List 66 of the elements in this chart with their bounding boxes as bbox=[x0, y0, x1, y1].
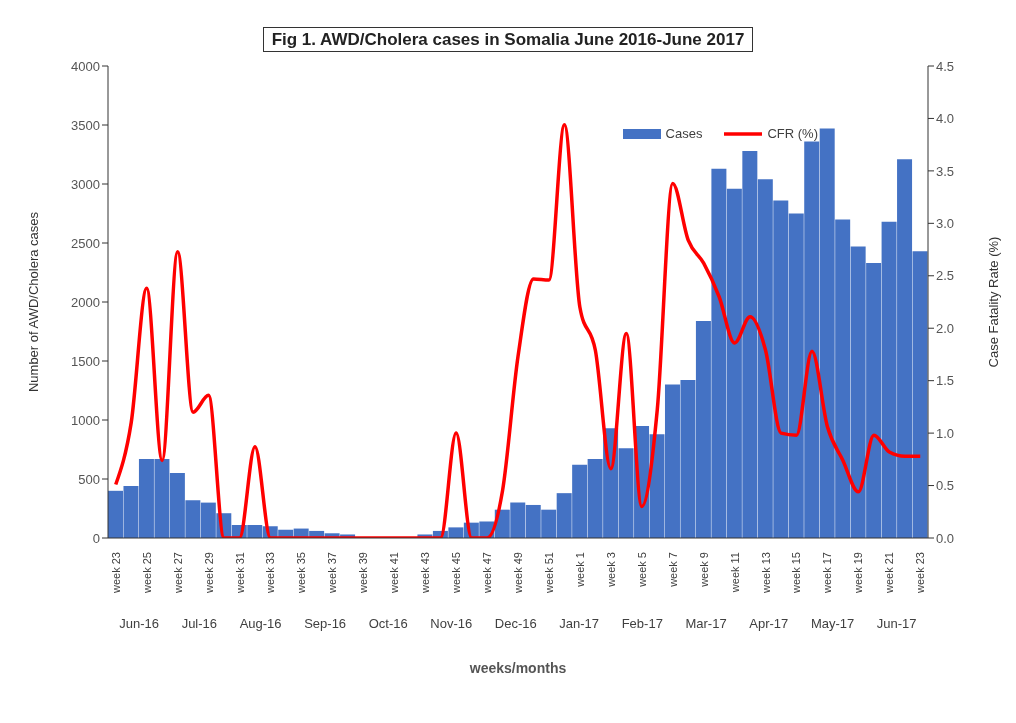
x-tick-label: week 15 bbox=[790, 552, 803, 594]
x-tick-label: week 39 bbox=[357, 552, 370, 594]
line-series bbox=[113, 122, 923, 538]
legend-label: Cases bbox=[665, 126, 703, 141]
legend-label: CFR (%) bbox=[767, 126, 818, 141]
x-tick-label: week 31 bbox=[233, 552, 246, 594]
x-tick-label: week 7 bbox=[666, 552, 679, 588]
x-tick-label: week 9 bbox=[697, 552, 710, 588]
x-tick-label: week 51 bbox=[542, 552, 555, 594]
y2-tick-label: 0.5 bbox=[936, 478, 955, 494]
y2-tick-label: 3.5 bbox=[936, 163, 955, 179]
y-tick-label: 2000 bbox=[71, 294, 100, 310]
y2-tick-label: 1.5 bbox=[936, 373, 955, 389]
text: Jun-17 bbox=[876, 616, 917, 631]
text: Jul-16 bbox=[181, 616, 218, 631]
x-tick-label: week 11 bbox=[728, 552, 741, 594]
x-tick-label: week 43 bbox=[419, 552, 432, 594]
y-axis-title: Number of AWD/Cholera cases bbox=[25, 211, 41, 393]
y-tick-label: 1500 bbox=[71, 353, 100, 369]
x-tick-label: week 13 bbox=[759, 552, 772, 594]
x-tick-label: week 45 bbox=[450, 552, 463, 594]
x-tick-label: week 41 bbox=[388, 552, 401, 594]
y2-tick-label: 4.0 bbox=[936, 111, 955, 127]
text: Jun-16 bbox=[119, 616, 160, 631]
x-tick-label: week 35 bbox=[295, 552, 308, 594]
y-tick-label: 2500 bbox=[71, 235, 100, 251]
x-tick-label: week 37 bbox=[326, 552, 339, 594]
x-tick-label: week 21 bbox=[883, 552, 896, 594]
text: Feb-17 bbox=[621, 616, 663, 631]
y-tick-label: 3500 bbox=[71, 117, 100, 133]
text: Jan-17 bbox=[559, 616, 600, 631]
y2-tick-label: 1.0 bbox=[936, 425, 955, 441]
text: Apr-17 bbox=[749, 616, 789, 631]
y2-tick-label: 2.5 bbox=[936, 268, 955, 284]
text: Dec-16 bbox=[494, 616, 537, 631]
y2-tick-label: 3.0 bbox=[936, 215, 955, 231]
x-tick-label: week 27 bbox=[171, 552, 184, 594]
x-tick-label: week 25 bbox=[140, 552, 153, 594]
x-axis-title: weeks/months bbox=[468, 660, 567, 676]
chart-title: Fig 1. AWD/Cholera cases in Somalia June 2016-June 2017 bbox=[262, 27, 754, 52]
y2-tick-label: 0.0 bbox=[936, 530, 955, 546]
y-tick-label: 0 bbox=[92, 530, 100, 546]
x-tick-label: week 33 bbox=[264, 552, 277, 594]
text: Nov-16 bbox=[430, 616, 473, 631]
text: Aug-16 bbox=[239, 616, 282, 631]
x-tick-label: week 1 bbox=[573, 552, 586, 588]
y-tick-label: 1000 bbox=[71, 412, 100, 428]
x-tick-label: week 19 bbox=[852, 552, 865, 594]
x-tick-label: week 3 bbox=[604, 552, 617, 588]
text: Oct-16 bbox=[368, 616, 408, 631]
x-tick-label: week 5 bbox=[635, 552, 648, 588]
x-tick-label: week 49 bbox=[512, 552, 524, 594]
x-tick-label: week 47 bbox=[481, 552, 494, 594]
x-tick-label: week 23 bbox=[914, 552, 927, 594]
text: May-17 bbox=[810, 616, 855, 631]
y2-tick-label: 2.0 bbox=[936, 320, 955, 336]
y-tick-label: 3000 bbox=[71, 176, 100, 192]
y2-tick-label: 4.5 bbox=[936, 58, 955, 74]
y-tick-label: 500 bbox=[78, 471, 100, 487]
y2-axis-title: Case Fatality Rate (%) bbox=[985, 236, 1001, 368]
y-tick-label: 4000 bbox=[71, 58, 100, 74]
text: Mar-17 bbox=[685, 616, 727, 631]
x-tick-label: week 23 bbox=[109, 552, 122, 594]
text: Sep-16 bbox=[304, 616, 347, 631]
x-tick-label: week 29 bbox=[202, 552, 215, 594]
x-tick-label: week 17 bbox=[821, 552, 834, 594]
